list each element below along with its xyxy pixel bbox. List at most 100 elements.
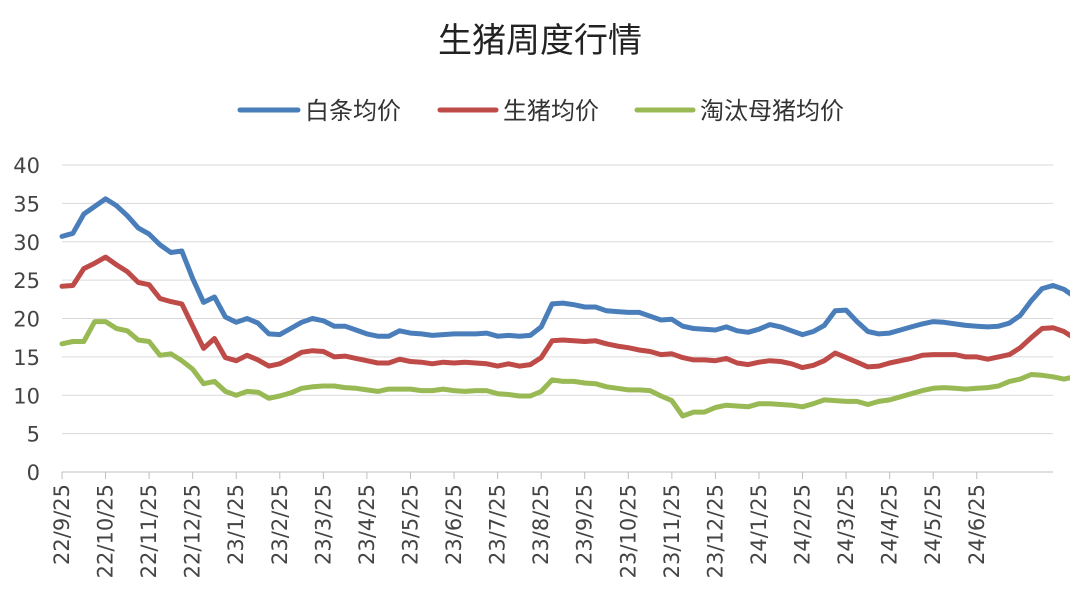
data-point bbox=[203, 347, 205, 349]
series-line-1 bbox=[59, 254, 1070, 371]
data-point bbox=[453, 333, 455, 335]
data-point bbox=[72, 341, 74, 342]
data-point bbox=[682, 325, 684, 327]
data-point bbox=[224, 357, 226, 359]
data-point bbox=[214, 380, 215, 382]
data-point bbox=[606, 310, 607, 312]
data-point bbox=[932, 321, 934, 323]
legend-label-1: 生猪均价 bbox=[503, 97, 599, 125]
data-point bbox=[279, 363, 281, 365]
data-point bbox=[1052, 285, 1054, 286]
data-point bbox=[1008, 380, 1010, 382]
data-point bbox=[834, 310, 836, 312]
data-point bbox=[606, 386, 607, 388]
data-point bbox=[442, 388, 444, 390]
data-point bbox=[214, 296, 215, 298]
series-2 bbox=[59, 319, 1070, 419]
x-tick-label: 24/4/25 bbox=[878, 484, 902, 565]
data-point bbox=[725, 404, 727, 406]
data-point bbox=[181, 303, 183, 305]
data-point bbox=[845, 309, 847, 311]
data-point bbox=[83, 268, 85, 270]
data-point bbox=[616, 311, 618, 313]
data-point bbox=[987, 326, 989, 328]
data-point bbox=[889, 399, 891, 401]
legend-item-0: 白条均价 bbox=[237, 97, 401, 125]
data-point bbox=[954, 387, 956, 389]
data-point bbox=[257, 359, 259, 361]
data-point bbox=[747, 364, 749, 366]
data-point bbox=[845, 357, 847, 359]
data-point bbox=[998, 325, 999, 327]
data-point bbox=[1030, 374, 1032, 375]
x-tick-label: 23/8/25 bbox=[529, 484, 553, 565]
data-point bbox=[562, 339, 564, 341]
data-point bbox=[290, 328, 292, 329]
data-point bbox=[791, 363, 793, 365]
data-point bbox=[595, 306, 597, 308]
data-point bbox=[943, 387, 945, 389]
data-point bbox=[965, 324, 967, 326]
data-point bbox=[736, 405, 738, 407]
data-point bbox=[736, 330, 738, 332]
data-point bbox=[540, 357, 542, 359]
y-tick-label: 0 bbox=[27, 461, 40, 485]
data-point bbox=[823, 360, 825, 362]
data-point bbox=[366, 360, 368, 362]
data-point bbox=[954, 323, 956, 325]
data-point bbox=[1030, 300, 1032, 302]
data-point bbox=[921, 390, 923, 392]
data-point bbox=[529, 364, 531, 366]
data-point bbox=[551, 379, 553, 381]
data-point bbox=[965, 388, 967, 390]
data-point bbox=[464, 333, 466, 335]
legend-item-2: 淘汰母猪均价 bbox=[634, 97, 844, 125]
data-point bbox=[344, 355, 346, 357]
data-point bbox=[704, 359, 705, 361]
x-tick-label: 23/11/25 bbox=[660, 484, 684, 578]
data-point bbox=[878, 400, 880, 402]
data-point bbox=[137, 227, 139, 229]
data-point bbox=[943, 354, 945, 356]
data-point bbox=[1063, 331, 1065, 332]
data-point bbox=[812, 331, 814, 332]
x-axis-ticks: 22/9/25 22/10/25 22/11/25 22/12/25 23/1/25 23… bbox=[50, 472, 989, 578]
data-point bbox=[693, 411, 695, 413]
data-point bbox=[486, 332, 488, 334]
x-tick-label: 23/4/25 bbox=[355, 484, 379, 565]
data-point bbox=[616, 345, 618, 347]
data-point bbox=[410, 361, 411, 362]
data-point bbox=[72, 232, 74, 234]
x-tick-label: 24/6/25 bbox=[965, 484, 989, 565]
data-point bbox=[518, 365, 520, 367]
data-point bbox=[932, 354, 934, 356]
data-point bbox=[540, 326, 542, 328]
x-tick-label: 24/1/25 bbox=[747, 484, 771, 565]
data-point bbox=[584, 341, 586, 342]
data-point bbox=[301, 387, 303, 389]
data-point bbox=[562, 380, 564, 382]
data-point bbox=[497, 365, 499, 367]
data-point bbox=[486, 390, 488, 392]
data-point bbox=[856, 361, 858, 363]
data-point bbox=[192, 278, 194, 280]
data-point bbox=[704, 411, 705, 413]
data-point bbox=[137, 281, 139, 283]
y-tick-label: 40 bbox=[13, 154, 40, 178]
data-point bbox=[148, 284, 150, 286]
data-point bbox=[235, 321, 237, 323]
data-point bbox=[1041, 328, 1043, 329]
data-point bbox=[464, 361, 466, 363]
data-point bbox=[83, 341, 85, 342]
data-point bbox=[322, 385, 324, 387]
data-point bbox=[551, 340, 553, 342]
data-point bbox=[377, 362, 379, 364]
data-point bbox=[322, 351, 324, 352]
x-tick-label: 23/6/25 bbox=[442, 484, 466, 565]
data-point bbox=[649, 390, 651, 392]
data-point bbox=[900, 360, 901, 362]
data-point bbox=[932, 387, 934, 389]
data-point bbox=[464, 390, 466, 392]
data-point bbox=[878, 333, 880, 335]
